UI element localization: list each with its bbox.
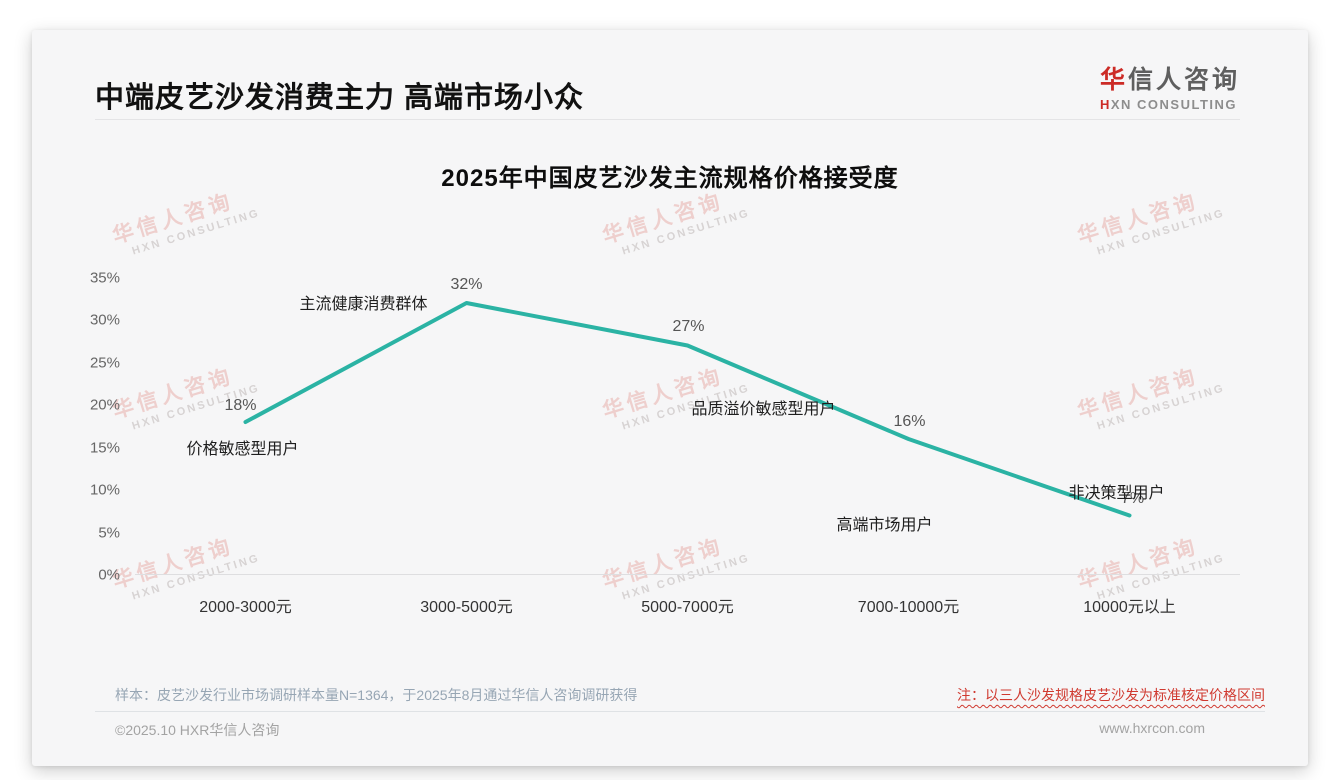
trend-line xyxy=(243,301,1132,518)
header-divider xyxy=(95,119,1240,120)
website-text: www.hxrcon.com xyxy=(1099,720,1205,736)
chart-area: 华信人咨询 HXN CONSULTING 华信人咨询 HXN CONSULTING 华信… xyxy=(32,30,1308,766)
y-axis-tick-label: 10% xyxy=(89,481,120,499)
trend-line-svg xyxy=(243,301,1132,518)
brand-logo-subtitle-accent: H xyxy=(1099,97,1111,112)
sample-note: 样本：皮艺沙发行业市场调研样本量N=1364，于2025年8月通过华信人咨询调研… xyxy=(115,687,638,703)
x-axis-line xyxy=(135,574,1240,575)
y-axis-tick-label: 20% xyxy=(89,396,120,414)
data-point-value-label: 18% xyxy=(224,397,257,414)
y-axis-tick-label: 25% xyxy=(89,354,120,371)
brand-logo: 华信人咨询 HXN CONSULTING xyxy=(1100,60,1240,112)
segment-annotation: 高端市场用户 xyxy=(836,517,933,534)
brand-logo-accent: 华 xyxy=(1099,66,1128,94)
brand-logo-text: 华信人咨询 xyxy=(1100,60,1240,96)
data-point-value-label: 27% xyxy=(672,317,705,335)
y-axis-tick-label: 30% xyxy=(89,311,120,329)
y-axis-tick-label: 35% xyxy=(89,269,120,286)
brand-logo-rest: 信人咨询 xyxy=(1127,66,1240,94)
segment-annotation: 价格敏感型用户 xyxy=(186,441,299,458)
segment-annotation: 品质溢价敏感型用户 xyxy=(691,400,836,418)
copyright-text: ©2025.10 HXR华信人咨询 xyxy=(115,722,280,738)
x-axis-category-label: 3000-5000元 xyxy=(420,599,513,616)
brand-logo-subtitle-rest: XN CONSULTING xyxy=(1110,97,1238,112)
price-note: 注：以三人沙发规格皮艺沙发为标准核定价格区间 xyxy=(957,687,1265,703)
y-axis-tick-label: 5% xyxy=(98,524,120,541)
y-axis-tick-label: 15% xyxy=(89,439,120,456)
segment-annotation: 主流健康消费群体 xyxy=(299,296,428,313)
x-axis-category-label: 10000元以上 xyxy=(1083,599,1176,616)
brand-logo-subtitle: HXN CONSULTING xyxy=(1100,97,1240,112)
x-axis-category-label: 5000-7000元 xyxy=(641,599,734,616)
segment-annotation: 非决策型用户 xyxy=(1068,484,1165,502)
report-card: 中端皮艺沙发消费主力 高端市场小众 华信人咨询 HXN CONSULTING 2… xyxy=(32,30,1308,766)
footer-divider xyxy=(95,711,1265,712)
data-point-value-label: 32% xyxy=(450,276,483,293)
chart-title: 2025年中国皮艺沙发主流规格价格接受度 xyxy=(441,165,899,192)
data-point-value-label: 16% xyxy=(893,413,926,430)
data-point-value-label: 7% xyxy=(1120,489,1145,507)
y-axis-tick-label: 0% xyxy=(98,566,120,584)
page-title: 中端皮艺沙发消费主力 高端市场小众 xyxy=(95,82,585,114)
x-axis-category-label: 7000-10000元 xyxy=(857,599,960,616)
x-axis-category-label: 2000-3000元 xyxy=(199,599,292,616)
